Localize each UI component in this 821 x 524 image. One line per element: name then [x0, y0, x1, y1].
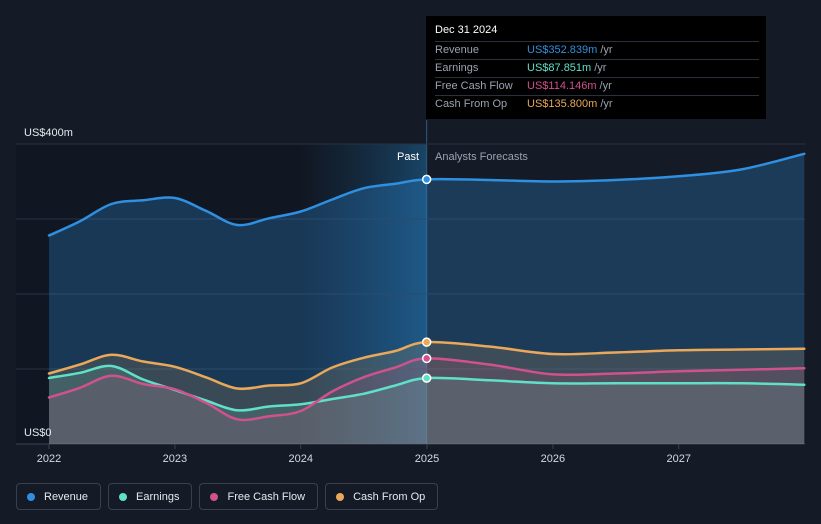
legend-dot-icon — [27, 492, 35, 501]
tooltip-series-name: Earnings — [435, 62, 479, 74]
free-cash-flow-line — [47, 357, 806, 422]
legend-label: Cash From Op — [353, 490, 426, 503]
tooltip-series-unit: /yr — [599, 80, 612, 92]
x-tick-label: 2025 — [415, 453, 439, 465]
tooltip-series-value: US$352.839m — [527, 44, 598, 56]
x-tick-label: 2023 — [163, 453, 187, 465]
legend-revenue-button[interactable]: Revenue — [16, 483, 102, 510]
legend-cash-from-op-button[interactable]: Cash From Op — [325, 483, 439, 510]
tooltip-series-value: US$114.146m — [527, 80, 597, 92]
y-axis-top-label: US$400m — [24, 127, 73, 139]
tooltip-series-unit: /yr — [600, 98, 613, 110]
tooltip-row: Cash From Op US$135.800m/yr — [435, 95, 759, 113]
legend-label: Free Cash Flow — [227, 490, 306, 503]
legend-label: Earnings — [136, 490, 180, 503]
past-label: Past — [397, 151, 419, 163]
cash-from-op-highlight-point — [421, 337, 432, 347]
legend-dot-icon — [210, 492, 219, 501]
x-tick-label: 2026 — [541, 453, 565, 465]
revenue-highlight-point — [421, 174, 432, 185]
revenue-line — [47, 152, 806, 237]
revenue-area — [49, 153, 805, 445]
legend-label: Revenue — [44, 490, 89, 503]
x-tick-label: 2024 — [289, 453, 313, 465]
tooltip: Dec 31 2024 Revenue US$352.839m/yr Earning… — [426, 16, 766, 119]
x-tick-label: 2022 — [37, 453, 61, 465]
tooltip-series-name: Revenue — [435, 44, 480, 56]
tooltip-series-unit: /yr — [600, 44, 613, 56]
earnings-line — [47, 364, 806, 412]
tooltip-series-value: US$87.851m — [527, 62, 592, 74]
tooltip-series-name: Cash From Op — [435, 98, 508, 110]
tooltip-row: Earnings US$87.851m/yr — [435, 59, 759, 77]
forecast-label: Analysts Forecasts — [435, 151, 528, 163]
legend-earnings-button[interactable]: Earnings — [108, 483, 193, 510]
tooltip-series-name: Free Cash Flow — [435, 80, 513, 92]
earnings-area — [49, 365, 805, 444]
free-cash-flow-area — [49, 358, 805, 444]
legend-dot-icon — [336, 492, 345, 501]
legend-free-cash-flow-button[interactable]: Free Cash Flow — [199, 483, 319, 510]
y-axis-bottom-label: US$0 — [24, 427, 52, 439]
tooltip-date: Dec 31 2024 — [435, 24, 498, 36]
earnings-highlight-point — [421, 373, 432, 383]
x-tick-label: 2027 — [667, 453, 691, 465]
free-cash-flow-highlight-point — [421, 353, 432, 364]
tooltip-row: Free Cash Flow US$114.146m/yr — [435, 77, 759, 95]
legend-dot-icon — [119, 492, 128, 501]
cash-from-op-line — [47, 340, 806, 391]
tooltip-series-unit: /yr — [594, 62, 607, 74]
legend: Revenue Earnings Free Cash Flow Cash From O… — [16, 483, 439, 510]
tooltip-row: Revenue US$352.839m/yr — [435, 41, 759, 59]
tooltip-series-value: US$135.800m — [527, 98, 598, 110]
